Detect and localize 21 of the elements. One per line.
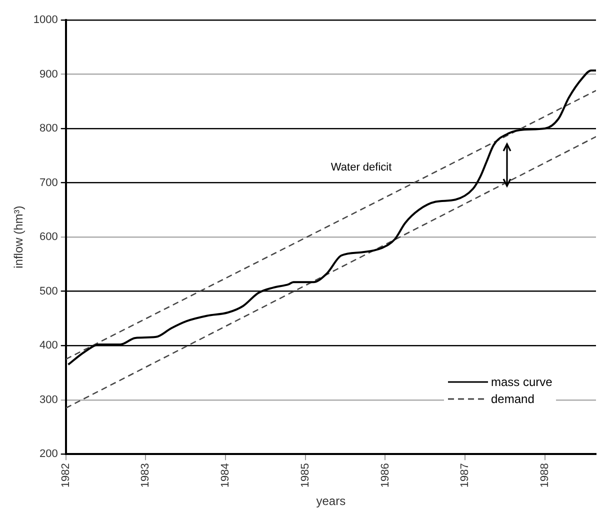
x-tick-label: 1983 <box>140 463 152 488</box>
y-tick-label: 200 <box>40 448 58 460</box>
y-tick-label: 700 <box>40 176 58 189</box>
legend-label: demand <box>491 392 534 406</box>
y-tick-label: 800 <box>40 122 58 135</box>
x-tick-label: 1988 <box>538 463 551 488</box>
y-tick-label: 400 <box>40 340 58 352</box>
x-tick-label: 1984 <box>220 463 232 488</box>
legend-label: mass curve <box>491 374 552 389</box>
x-tick-label: 1987 <box>459 463 472 488</box>
y-tick-label: 1000 <box>33 14 58 26</box>
y-tick-label: 900 <box>40 68 58 80</box>
y-axis-title: inflow (hm³) <box>12 206 26 268</box>
x-axis-title: years <box>316 494 346 508</box>
x-tick-label: 1985 <box>299 463 312 488</box>
y-tick-label: 600 <box>40 231 58 244</box>
annotation: Water deficit <box>330 162 392 174</box>
y-tick-label: 500 <box>40 285 58 298</box>
y-tick-label: 300 <box>40 394 58 406</box>
x-tick-label: 1982 <box>60 463 72 488</box>
x-tick-label: 1986 <box>379 463 392 488</box>
